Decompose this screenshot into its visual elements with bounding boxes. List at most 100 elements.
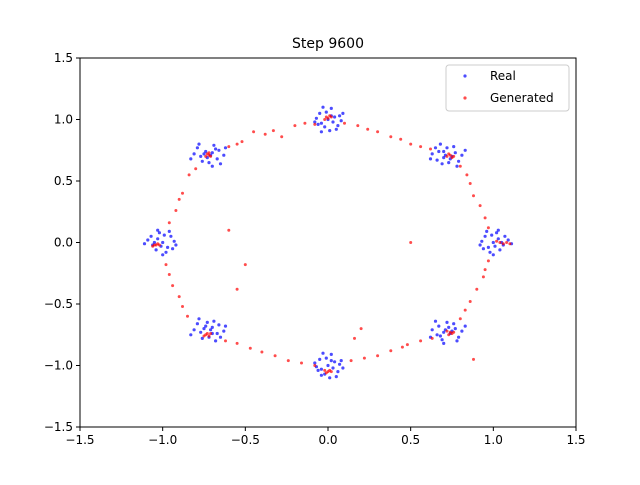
generated-point [300, 361, 303, 365]
real-point [202, 327, 206, 331]
y-tick-label: 1.0 [54, 113, 73, 127]
real-point [486, 245, 490, 249]
generated-point [181, 305, 184, 308]
generated-point [329, 370, 333, 374]
generated-point [240, 140, 244, 144]
generated-point [207, 151, 211, 155]
generated-point [376, 130, 380, 134]
generated-point [486, 226, 490, 230]
real-point [463, 148, 467, 152]
generated-point [495, 239, 499, 243]
real-point [491, 253, 495, 257]
generated-point [227, 228, 231, 232]
real-point [205, 320, 209, 324]
generated-point [450, 156, 454, 160]
real-point [169, 234, 173, 238]
real-point [341, 366, 345, 370]
real-point [442, 341, 446, 345]
real-point [156, 237, 160, 241]
real-point [210, 164, 214, 168]
real-point [438, 142, 442, 146]
generated-point [468, 300, 472, 303]
real-point [329, 359, 333, 363]
generated-point [167, 221, 171, 225]
real-point [438, 334, 442, 338]
generated-point [505, 241, 509, 244]
real-point [490, 233, 494, 237]
real-point [453, 151, 457, 155]
real-point [214, 339, 218, 343]
real-point [200, 336, 204, 340]
generated-point [324, 371, 328, 375]
real-point [157, 231, 161, 235]
real-point [146, 238, 150, 242]
real-point [334, 127, 338, 131]
real-point [222, 329, 226, 333]
generated-point [359, 327, 363, 331]
real-point [480, 239, 484, 243]
generated-point [151, 244, 155, 248]
y-tick-label: 0.5 [54, 174, 73, 188]
generated-point [171, 284, 175, 288]
real-point [339, 359, 343, 363]
generated-point [174, 209, 178, 212]
real-point [455, 339, 459, 343]
generated-point [323, 368, 327, 372]
generated-point [154, 243, 158, 247]
real-point [460, 329, 464, 333]
real-point [162, 233, 166, 237]
generated-point [498, 241, 502, 244]
generated-point [399, 137, 403, 141]
real-point [328, 376, 332, 380]
real-point [199, 154, 203, 158]
generated-point [273, 354, 277, 358]
real-point [452, 322, 456, 326]
generated-point [472, 357, 475, 361]
real-point [192, 152, 196, 156]
generated-point [400, 345, 404, 349]
generated-point [362, 356, 366, 360]
real-point [329, 352, 333, 356]
generated-point [187, 173, 191, 177]
real-point [331, 366, 335, 370]
real-point [442, 330, 446, 334]
legend-label-real: Real [490, 69, 516, 83]
real-point [197, 142, 201, 146]
real-point [496, 237, 500, 241]
generated-point [458, 164, 462, 168]
real-point [195, 322, 199, 326]
real-point [189, 157, 193, 161]
real-point [506, 238, 510, 242]
real-point [212, 143, 216, 147]
generated-point [243, 263, 247, 267]
generated-point [501, 242, 505, 246]
real-point [478, 243, 482, 247]
generated-point [409, 142, 413, 146]
real-point [338, 114, 342, 118]
real-point [341, 111, 345, 115]
x-tick-label: −0.5 [231, 433, 260, 447]
real-point [493, 244, 497, 248]
generated-point [447, 152, 451, 156]
real-point [435, 333, 439, 337]
generated-point [252, 130, 256, 134]
real-point [210, 325, 214, 329]
y-tick-label: −0.5 [44, 297, 73, 311]
real-point [433, 146, 438, 150]
real-point [172, 239, 176, 243]
real-point [223, 146, 228, 150]
real-point [460, 153, 464, 157]
real-point [333, 115, 337, 119]
y-tick-label: 0.0 [54, 236, 73, 250]
real-point [440, 338, 444, 342]
generated-point [235, 287, 239, 291]
generated-point [405, 343, 409, 347]
real-point [152, 240, 156, 245]
generated-point [186, 314, 189, 318]
legend: Real Generated [445, 64, 570, 112]
generated-point [475, 287, 479, 291]
y-tick-label: −1.0 [44, 359, 73, 373]
generated-point [181, 191, 184, 195]
generated-point [468, 182, 472, 185]
